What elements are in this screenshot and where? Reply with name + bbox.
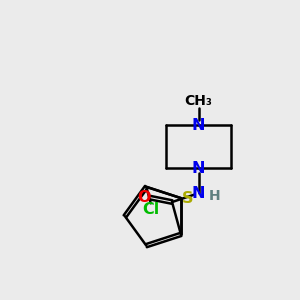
Text: CH₃: CH₃ xyxy=(184,94,212,108)
Text: N: N xyxy=(192,161,205,176)
Text: N: N xyxy=(192,118,205,133)
Text: S: S xyxy=(182,190,193,206)
Text: O: O xyxy=(137,190,151,205)
Text: H: H xyxy=(209,189,220,203)
Text: N: N xyxy=(192,186,205,201)
Text: Cl: Cl xyxy=(142,202,159,217)
